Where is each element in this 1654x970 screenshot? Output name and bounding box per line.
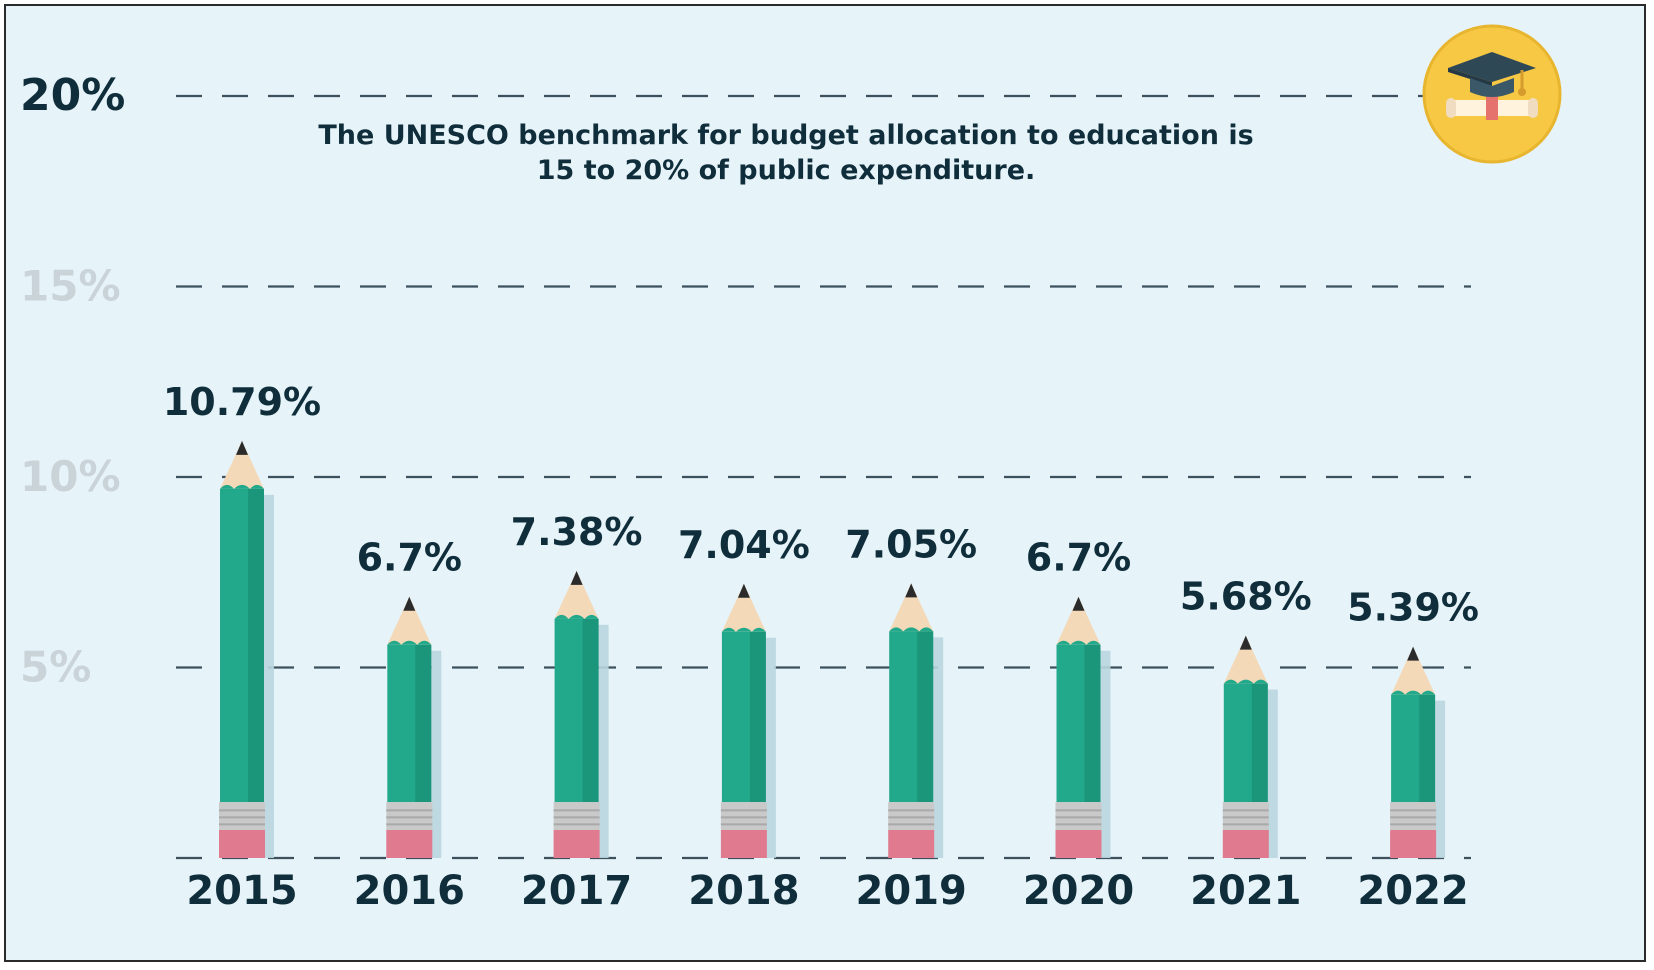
value-label: 5.39% <box>1347 586 1479 630</box>
bar-tip-wood <box>721 583 766 632</box>
bar-ferrule <box>219 802 265 830</box>
bar-body-shade <box>1084 644 1101 802</box>
bar-ferrule <box>1390 802 1437 830</box>
value-label: 7.38% <box>511 510 643 554</box>
graduation-cap-diploma-icon <box>1422 24 1562 164</box>
bar-eraser <box>1390 830 1437 858</box>
bar-tip-scallop <box>1391 690 1436 695</box>
bar-eraser <box>1055 830 1102 858</box>
bar-tip-lead <box>737 583 750 598</box>
value-label: 5.68% <box>1180 575 1312 619</box>
bar-eraser <box>1222 830 1269 858</box>
bar-tip-lead <box>403 596 416 611</box>
y-tick-label: 10% <box>20 452 121 501</box>
bar-ferrule <box>1222 802 1269 830</box>
bar-eraser <box>386 830 433 858</box>
bar-tip-lead <box>1239 635 1252 650</box>
y-tick-label: 20% <box>20 70 125 121</box>
bar-tip-wood <box>554 570 599 619</box>
chart-title: The UNESCO benchmark for budget allocati… <box>318 120 1253 186</box>
bar-shadow <box>1435 700 1446 858</box>
bar-ferrule <box>888 802 935 830</box>
chart-title-line-2: 15 to 20% of public expenditure. <box>537 155 1036 186</box>
bar-body-shade <box>1251 683 1268 802</box>
x-tick-label: 2019 <box>856 868 967 914</box>
bar-tip-scallop <box>721 627 766 632</box>
bar-eraser <box>888 830 935 858</box>
bar-ferrule <box>386 802 433 830</box>
bar-shadow <box>598 624 609 858</box>
bar-pencil <box>1222 635 1278 858</box>
bar-tip-lead <box>236 440 248 455</box>
bar-eraser <box>553 830 600 858</box>
bar-tip-scallop <box>387 640 432 645</box>
bar-tip-scallop <box>1056 640 1101 645</box>
bar-shadow <box>1100 650 1111 858</box>
bar-pencil <box>720 583 776 858</box>
bar-pencil <box>219 440 274 858</box>
bar-body-shade <box>582 618 599 802</box>
x-tick-label: 2021 <box>1190 868 1301 914</box>
bar-body-shade <box>749 631 766 802</box>
chart-title-line-1: The UNESCO benchmark for budget allocati… <box>318 120 1253 151</box>
bar-body-shade <box>1419 694 1436 802</box>
bar-shadow <box>264 494 274 858</box>
bar-tip-scallop <box>889 627 934 632</box>
x-tick-label: 2022 <box>1357 868 1468 914</box>
bar-tip-wood <box>220 440 264 489</box>
bar-layer <box>219 440 1446 858</box>
bar-shadow <box>765 637 776 858</box>
bar-tip-scallop <box>1223 679 1268 684</box>
value-label-layer: 10.79% 6.7% 7.38% 7.04% 7.05% 6.7% 5.68% 5.39% <box>163 380 1479 630</box>
bar-shadow <box>1267 689 1278 858</box>
bar-tip-wood <box>387 596 432 645</box>
x-tick-label: 2015 <box>186 868 297 914</box>
x-tick-label: 2016 <box>354 868 465 914</box>
bar-pencil <box>386 596 442 858</box>
x-tick-label: 2017 <box>521 868 632 914</box>
bar-tip-wood <box>889 583 934 632</box>
bar-tip-wood <box>1391 646 1436 695</box>
bar-eraser <box>219 830 265 858</box>
bar-tip-wood <box>1223 635 1268 684</box>
bar-pencil <box>553 570 609 858</box>
bar-shadow <box>431 650 442 858</box>
bar-pencil <box>888 583 944 858</box>
value-label: 10.79% <box>163 380 321 424</box>
bar-ferrule <box>553 802 600 830</box>
value-label: 7.05% <box>845 522 977 566</box>
bar-eraser <box>720 830 767 858</box>
x-tick-label: 2020 <box>1023 868 1134 914</box>
y-tick-label: 5% <box>20 643 91 692</box>
bar-ferrule <box>720 802 767 830</box>
bar-pencil <box>1055 596 1111 858</box>
value-label: 6.7% <box>1026 536 1131 580</box>
bar-tip-scallop <box>554 614 599 619</box>
bar-body-shade <box>248 488 264 802</box>
x-tick-layer: 2015 2016 2017 2018 2019 2020 2021 2022 <box>186 868 1468 914</box>
value-label: 7.04% <box>678 523 810 567</box>
chart-frame: 5% 10% 15% 20% The UNESCO benchmark for bud… <box>4 4 1646 962</box>
bar-body-shade <box>415 644 432 802</box>
bar-tip-lead <box>1407 646 1420 661</box>
bar-tip-lead <box>1072 596 1085 611</box>
bar-tip-lead <box>905 583 918 598</box>
bar-pencil <box>1390 646 1446 858</box>
y-tick-layer: 5% 10% 15% 20% <box>20 70 125 692</box>
y-tick-label: 15% <box>20 262 121 311</box>
chart-svg: 5% 10% 15% 20% The UNESCO benchmark for bud… <box>20 24 1562 914</box>
bar-tip-scallop <box>220 484 264 489</box>
x-tick-label: 2018 <box>688 868 799 914</box>
value-label: 6.7% <box>357 536 462 580</box>
bar-body-shade <box>917 631 934 802</box>
bar-shadow <box>933 637 944 858</box>
bar-ferrule <box>1055 802 1102 830</box>
bar-tip-lead <box>570 570 583 585</box>
bar-tip-wood <box>1056 596 1101 645</box>
